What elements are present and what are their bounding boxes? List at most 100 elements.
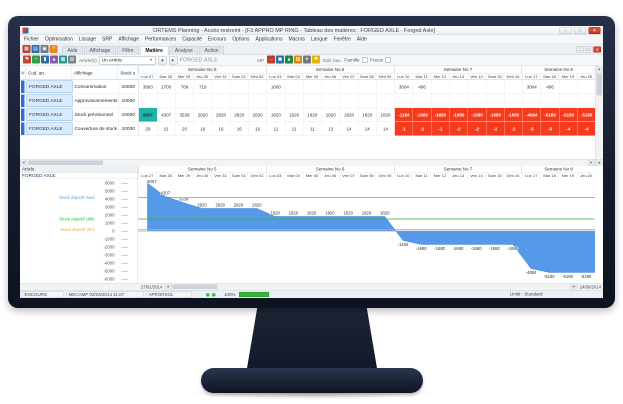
value-cell[interactable]: 3004 bbox=[394, 80, 412, 94]
menu-item-encours[interactable]: Encours bbox=[207, 36, 227, 43]
value-cell[interactable] bbox=[211, 80, 230, 94]
value-cell[interactable]: 14 bbox=[357, 122, 376, 136]
value-cell[interactable]: -1680 bbox=[431, 108, 450, 122]
row-affichage-cell[interactable]: Couverture de stock bbox=[73, 122, 119, 136]
value-cell[interactable]: 768 bbox=[175, 80, 193, 94]
value-cell[interactable] bbox=[321, 80, 339, 94]
value-cell[interactable]: -5 bbox=[522, 122, 541, 136]
value-cell[interactable] bbox=[339, 80, 358, 94]
value-cell[interactable]: 2820 bbox=[229, 108, 248, 122]
value-cell[interactable]: 16 bbox=[229, 122, 248, 136]
analysis-icon[interactable]: ▲ bbox=[285, 55, 293, 64]
value-cell[interactable] bbox=[321, 94, 339, 108]
vscroll-track[interactable] bbox=[596, 73, 604, 160]
value-cell[interactable]: -2 bbox=[412, 122, 431, 136]
value-cell[interactable]: 14 bbox=[376, 122, 394, 136]
row-gutter[interactable] bbox=[20, 80, 26, 94]
row-stock-cell[interactable]: 10000 bbox=[119, 80, 139, 94]
save-disk-icon[interactable]: ▣ bbox=[276, 55, 284, 64]
flags-icon[interactable]: ⚑ bbox=[23, 55, 31, 64]
table-vertical-scrollbar[interactable]: ▲ ▼ bbox=[595, 66, 603, 166]
value-cell[interactable] bbox=[467, 94, 486, 108]
chart-plot[interactable]: 6007 4307 3539 2820 2820 2820 2820 1820 1820 1820… bbox=[138, 179, 595, 283]
value-cell[interactable]: 1820 bbox=[357, 108, 376, 122]
tab-aide[interactable]: Aide bbox=[62, 46, 84, 55]
row-stock-cell[interactable]: 10000 bbox=[119, 108, 139, 122]
value-cell[interactable]: 21 bbox=[156, 122, 175, 136]
value-cell[interactable]: 29 bbox=[138, 122, 157, 136]
value-cell[interactable] bbox=[175, 94, 193, 108]
value-cell[interactable]: 16 bbox=[193, 122, 211, 136]
value-cell[interactable]: -4684 bbox=[522, 108, 541, 122]
tab-affichage[interactable]: Affichage bbox=[84, 46, 116, 55]
menu-item-performances[interactable]: Performances bbox=[145, 36, 177, 43]
value-cell[interactable] bbox=[485, 94, 504, 108]
scroll-thumb[interactable] bbox=[28, 160, 103, 165]
row-code-cell[interactable]: FORGED AXLE bbox=[26, 108, 73, 121]
value-cell[interactable]: 2820 bbox=[248, 108, 266, 122]
value-cell[interactable] bbox=[467, 80, 486, 94]
value-cell[interactable] bbox=[485, 80, 504, 94]
value-cell[interactable] bbox=[431, 80, 449, 94]
tab-action[interactable]: Action bbox=[199, 46, 225, 55]
menu-item-macros[interactable]: Macros bbox=[288, 36, 305, 43]
value-cell[interactable] bbox=[357, 80, 376, 94]
chart-scroll-left-icon[interactable]: ◄ bbox=[164, 283, 172, 290]
value-cell[interactable]: 496 bbox=[412, 80, 431, 94]
article-combobox[interactable]: Un Article ▼ bbox=[99, 56, 156, 65]
value-cell[interactable] bbox=[303, 94, 321, 108]
row-gutter[interactable] bbox=[20, 94, 26, 108]
help-icon[interactable]: ? bbox=[49, 45, 58, 53]
value-cell[interactable]: 20 bbox=[175, 122, 193, 136]
value-cell[interactable]: -4 bbox=[558, 122, 578, 136]
value-cell[interactable] bbox=[193, 94, 211, 108]
row-affichage-cell[interactable]: Stock prévisionnel bbox=[73, 108, 119, 122]
row-code-cell[interactable]: FORGED AXLE bbox=[26, 122, 73, 135]
next-article-button[interactable]: ► bbox=[168, 56, 178, 65]
value-cell[interactable] bbox=[138, 94, 157, 108]
value-cell[interactable] bbox=[431, 94, 449, 108]
menu-item-fenêtre[interactable]: Fenêtre bbox=[333, 36, 351, 43]
tools-icon[interactable]: ✦ bbox=[303, 55, 311, 64]
chart-horizontal-scrollbar[interactable]: 27/01/2014 ◄ ► 24/06/2014 bbox=[20, 283, 603, 290]
value-cell[interactable] bbox=[577, 94, 595, 108]
value-cell[interactable]: -5180 bbox=[558, 108, 578, 122]
value-cell[interactable] bbox=[558, 94, 577, 108]
tab-matière[interactable]: Matière bbox=[139, 46, 169, 55]
row-code-cell[interactable]: FORGED AXLE bbox=[26, 94, 73, 107]
scroll-up-icon[interactable]: ▲ bbox=[595, 66, 603, 73]
value-cell[interactable]: 3893 bbox=[138, 80, 157, 94]
previous-article-button[interactable]: ◄ bbox=[157, 56, 167, 65]
value-cell[interactable]: -2 bbox=[485, 122, 505, 136]
tab-filtre[interactable]: Filtre bbox=[116, 46, 139, 55]
views-icon[interactable]: ▦ bbox=[22, 45, 31, 53]
layout-icon[interactable]: ▤ bbox=[31, 45, 40, 53]
save-icon[interactable]: ▣ bbox=[40, 45, 49, 53]
menu-item-applications[interactable]: Applications bbox=[255, 36, 283, 43]
value-cell[interactable]: 1700 bbox=[156, 80, 175, 94]
chart-icon[interactable]: ▮ bbox=[41, 55, 49, 64]
value-cell[interactable] bbox=[229, 94, 248, 108]
value-cell[interactable]: 2820 bbox=[211, 108, 230, 122]
value-cell[interactable]: 11 bbox=[303, 122, 321, 136]
value-cell[interactable] bbox=[248, 80, 266, 94]
scroll-down-icon[interactable]: ▼ bbox=[595, 159, 603, 166]
value-cell[interactable]: 1820 bbox=[284, 108, 303, 122]
value-cell[interactable]: 1820 bbox=[303, 108, 321, 122]
value-cell[interactable]: 11 bbox=[284, 122, 303, 136]
value-cell[interactable] bbox=[229, 80, 248, 94]
value-cell[interactable] bbox=[266, 94, 284, 108]
value-cell[interactable] bbox=[284, 80, 303, 94]
value-cell[interactable]: -5180 bbox=[577, 108, 596, 122]
focus-checkbox[interactable] bbox=[385, 57, 392, 63]
value-cell[interactable]: 4307 bbox=[156, 108, 175, 122]
value-cell[interactable]: 496 bbox=[540, 80, 559, 94]
value-cell[interactable] bbox=[339, 94, 358, 108]
value-cell[interactable]: -2 bbox=[504, 122, 523, 136]
print-icon[interactable]: ▤ bbox=[68, 55, 76, 64]
value-cell[interactable]: 13 bbox=[321, 122, 339, 136]
menu-item-options[interactable]: Options bbox=[232, 36, 250, 43]
row-gutter[interactable] bbox=[20, 108, 26, 122]
menu-item-srp[interactable]: SRP bbox=[102, 36, 113, 43]
value-cell[interactable] bbox=[376, 94, 394, 108]
